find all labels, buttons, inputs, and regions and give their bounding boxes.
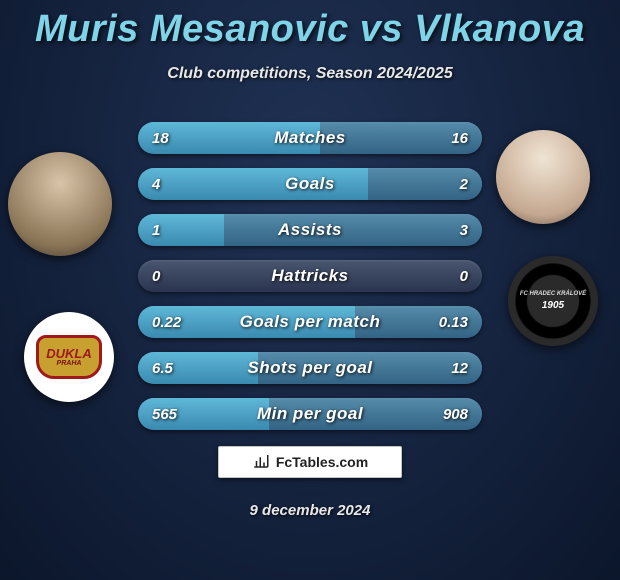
comparison-card: Muris Mesanovic vs Vlkanova Club competi… — [0, 0, 620, 580]
club-left-badge: DUKLA PRAHA — [24, 312, 114, 402]
club-right-badge: FC HRADEC KRÁLOVÉ 1905 — [508, 256, 598, 346]
stat-value-left: 18 — [152, 122, 169, 154]
stat-row: 0.22 Goals per match 0.13 — [138, 306, 482, 338]
stat-value-left: 1 — [152, 214, 160, 246]
stat-row: 4 Goals 2 — [138, 168, 482, 200]
stat-row: 6.5 Shots per goal 12 — [138, 352, 482, 384]
stat-label: Assists — [278, 220, 342, 240]
stat-value-right: 3 — [460, 214, 468, 246]
footer-date: 9 december 2024 — [0, 502, 620, 519]
stat-row: 18 Matches 16 — [138, 122, 482, 154]
stat-label: Hattricks — [271, 266, 348, 286]
stat-value-right: 0 — [460, 260, 468, 292]
stat-row: 565 Min per goal 908 — [138, 398, 482, 430]
stat-value-left: 6.5 — [152, 352, 173, 384]
stat-fill-right — [224, 214, 482, 246]
page-title: Muris Mesanovic vs Vlkanova — [0, 0, 620, 51]
stat-label: Matches — [274, 128, 346, 148]
stat-fill-left — [138, 214, 224, 246]
stat-value-right: 16 — [451, 122, 468, 154]
stat-row: 1 Assists 3 — [138, 214, 482, 246]
site-link[interactable]: FcTables.com — [218, 446, 402, 478]
stat-value-right: 0.13 — [439, 306, 468, 338]
club-left-sub: PRAHA — [57, 360, 82, 367]
club-left-shield: DUKLA PRAHA — [36, 335, 102, 379]
club-right-year: 1905 — [542, 300, 564, 311]
site-label: FcTables.com — [276, 454, 368, 470]
stat-bars-container: 18 Matches 16 4 Goals 2 1 Assists 3 0 Hattricks 0 0.… — [138, 122, 482, 430]
stat-value-left: 565 — [152, 398, 177, 430]
stat-value-left: 4 — [152, 168, 160, 200]
page-subtitle: Club competitions, Season 2024/2025 — [0, 65, 620, 83]
stat-label: Shots per goal — [247, 358, 372, 378]
club-left-label: DUKLA — [46, 347, 92, 360]
stat-row: 0 Hattricks 0 — [138, 260, 482, 292]
player-left-avatar — [8, 152, 112, 256]
stat-value-right: 908 — [443, 398, 468, 430]
chart-icon — [252, 452, 270, 473]
stat-label: Goals — [285, 174, 335, 194]
player-right-avatar — [496, 130, 590, 224]
stat-value-left: 0 — [152, 260, 160, 292]
stat-value-left: 0.22 — [152, 306, 181, 338]
club-right-label: FC HRADEC KRÁLOVÉ — [520, 291, 586, 298]
stat-value-right: 2 — [460, 168, 468, 200]
stat-label: Min per goal — [257, 404, 363, 424]
stat-value-right: 12 — [451, 352, 468, 384]
stat-label: Goals per match — [240, 312, 381, 332]
